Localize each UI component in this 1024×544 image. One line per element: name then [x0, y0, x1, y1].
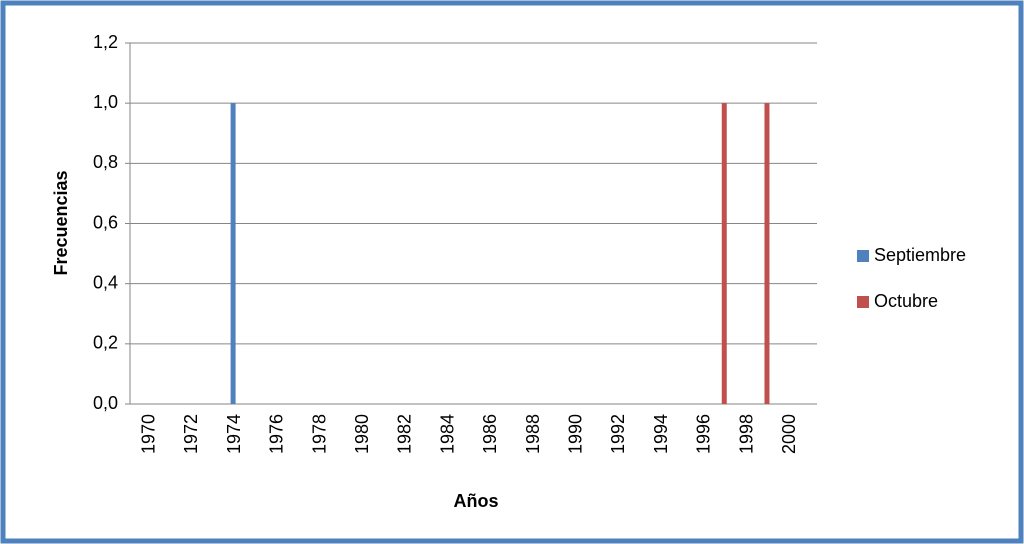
x-tick-label: 1972 [181, 414, 201, 454]
y-tick-label: 0,4 [93, 272, 118, 292]
y-axis-title: Frecuencias [51, 170, 71, 275]
y-tick-label: 1,2 [93, 32, 118, 52]
x-tick-label: 2000 [779, 414, 799, 454]
x-axis-title: Años [454, 491, 499, 511]
legend-label: Septiembre [874, 245, 966, 265]
x-tick-label: 1978 [309, 414, 329, 454]
legend-label: Octubre [874, 291, 938, 311]
x-tick-label: 1984 [437, 414, 457, 454]
x-tick-label: 1996 [694, 414, 714, 454]
y-tick-label: 0,8 [93, 152, 118, 172]
y-tick-label: 0,0 [93, 393, 118, 413]
y-tick-label: 0,2 [93, 333, 118, 353]
x-tick-label: 1980 [352, 414, 372, 454]
x-tick-label: 1994 [651, 414, 671, 454]
legend-swatch [857, 250, 869, 262]
x-tick-label: 1992 [608, 414, 628, 454]
x-tick-label: 1974 [224, 414, 244, 454]
x-tick-label: 1976 [267, 414, 287, 454]
x-tick-label: 1988 [523, 414, 543, 454]
x-tick-label: 1990 [566, 414, 586, 454]
x-tick-label: 1998 [736, 414, 756, 454]
bar [764, 103, 770, 405]
bar [721, 103, 727, 405]
y-tick-label: 1,0 [93, 92, 118, 112]
bar [230, 103, 236, 405]
x-tick-label: 1982 [395, 414, 415, 454]
x-tick-label: 1986 [480, 414, 500, 454]
y-tick-label: 0,6 [93, 212, 118, 232]
legend-swatch [857, 296, 869, 308]
x-tick-label: 1970 [138, 414, 158, 454]
